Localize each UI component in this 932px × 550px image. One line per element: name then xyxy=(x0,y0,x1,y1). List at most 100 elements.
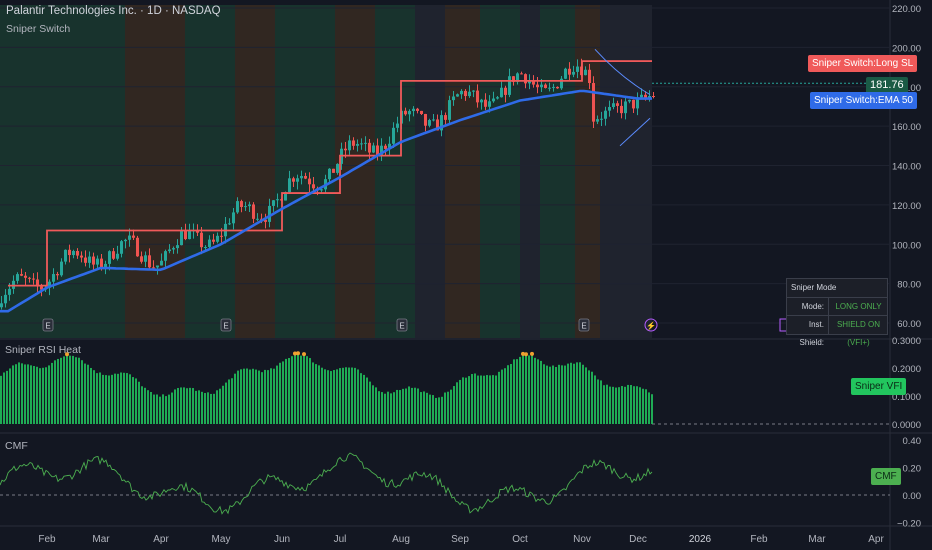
vfi-bar xyxy=(60,357,62,424)
candle-body xyxy=(244,206,247,208)
vfi-bar xyxy=(165,396,167,424)
vfi-bar xyxy=(384,393,386,424)
candle-body xyxy=(248,204,251,207)
candle-body xyxy=(200,232,203,248)
rsi-pane-label[interactable]: Sniper RSI Heat xyxy=(5,344,81,356)
candle-body xyxy=(320,189,323,191)
vfi-bar xyxy=(273,368,275,424)
vfi-bar xyxy=(186,388,188,424)
candle-body xyxy=(92,256,95,265)
channel-upper-line xyxy=(594,49,651,96)
vfi-bar xyxy=(450,389,452,424)
vfi-bar xyxy=(387,391,389,424)
candle-body xyxy=(412,108,415,112)
candle-body xyxy=(532,80,535,85)
table-title: Sniper Mode xyxy=(791,283,837,292)
month-label: Feb xyxy=(750,534,768,545)
candle-body xyxy=(356,143,359,146)
signal-zone xyxy=(185,5,235,338)
vfi-tick-label: 0.3000 xyxy=(892,336,921,347)
vfi-bar xyxy=(405,388,407,424)
candle-body xyxy=(48,281,51,288)
candle-body xyxy=(176,245,179,249)
vfi-bar xyxy=(576,362,578,424)
candle-body xyxy=(508,76,511,95)
vfi-bar xyxy=(318,365,320,424)
candle-body xyxy=(384,145,387,149)
vfi-bar xyxy=(264,369,266,424)
candle-body xyxy=(8,288,11,295)
candle-body xyxy=(152,267,155,269)
vfi-bar xyxy=(132,377,134,424)
cmf-pane-label[interactable]: CMF xyxy=(5,440,28,452)
candle-body xyxy=(80,255,83,258)
signal-zone xyxy=(275,5,335,338)
candle-body xyxy=(196,230,199,233)
vfi-bar xyxy=(486,375,488,424)
vfi-bar xyxy=(78,357,80,424)
signal-zone xyxy=(445,5,480,338)
month-label: Nov xyxy=(573,534,591,545)
vfi-bar xyxy=(96,373,98,424)
vfi-bar xyxy=(354,367,356,424)
vfi-tick-label: 0.2000 xyxy=(892,364,921,375)
candle-body xyxy=(204,247,207,249)
heat-dot xyxy=(293,351,297,356)
vfi-bar xyxy=(123,372,125,424)
indicator-name[interactable]: Sniper Switch xyxy=(6,23,71,35)
vfi-bar xyxy=(288,357,290,424)
vfi-bar xyxy=(72,355,74,424)
vfi-bar xyxy=(645,389,647,424)
vfi-bar xyxy=(216,390,218,424)
vfi-bar xyxy=(312,362,314,424)
vfi-bar xyxy=(432,395,434,424)
vfi-bar xyxy=(153,394,155,424)
vfi-bar xyxy=(408,386,410,424)
candle-body xyxy=(112,251,115,259)
candle-body xyxy=(188,230,191,240)
candle-body xyxy=(76,251,79,256)
earnings-marker xyxy=(578,318,590,332)
candle-body xyxy=(392,127,395,144)
heat-dot xyxy=(521,351,525,356)
candle-body xyxy=(96,258,99,265)
candle-body xyxy=(56,274,59,276)
vfi-bar xyxy=(417,388,419,424)
vfi-bar xyxy=(609,386,611,424)
candle-body xyxy=(328,168,331,180)
vfi-bar xyxy=(138,381,140,424)
vfi-bar xyxy=(201,391,203,424)
vfi-bar xyxy=(228,379,230,424)
vfi-bar xyxy=(618,387,620,424)
vfi-bar xyxy=(171,392,173,424)
vfi-bar xyxy=(549,366,551,424)
candle-body xyxy=(544,84,547,88)
candle-body xyxy=(300,175,303,179)
candle-body xyxy=(208,239,211,248)
vfi-bar xyxy=(195,390,197,424)
candle-body xyxy=(552,86,555,88)
candle-body xyxy=(332,168,335,173)
candle-body xyxy=(464,90,467,97)
candle-body xyxy=(304,175,307,179)
vfi-bar xyxy=(519,356,521,424)
candle-body xyxy=(436,119,439,131)
vfi-bar xyxy=(453,386,455,424)
vfi-bar xyxy=(291,356,293,424)
symbol-title[interactable]: Palantir Technologies Inc. · 1D · NASDAQ xyxy=(6,5,221,17)
vfi-bar xyxy=(108,375,110,424)
vfi-bar xyxy=(339,368,341,424)
earnings-marker-label: E xyxy=(399,322,404,331)
candle-body xyxy=(116,253,119,259)
vfi-bar xyxy=(396,389,398,424)
vfi-bar xyxy=(360,373,362,424)
candle-body xyxy=(568,68,571,75)
heat-dot xyxy=(524,352,528,357)
vfi-bar xyxy=(303,355,305,424)
vfi-bar xyxy=(117,373,119,424)
vfi-bar xyxy=(372,385,374,424)
cmf-tick-label: 0.20 xyxy=(903,464,922,475)
vfi-bar xyxy=(234,373,236,424)
